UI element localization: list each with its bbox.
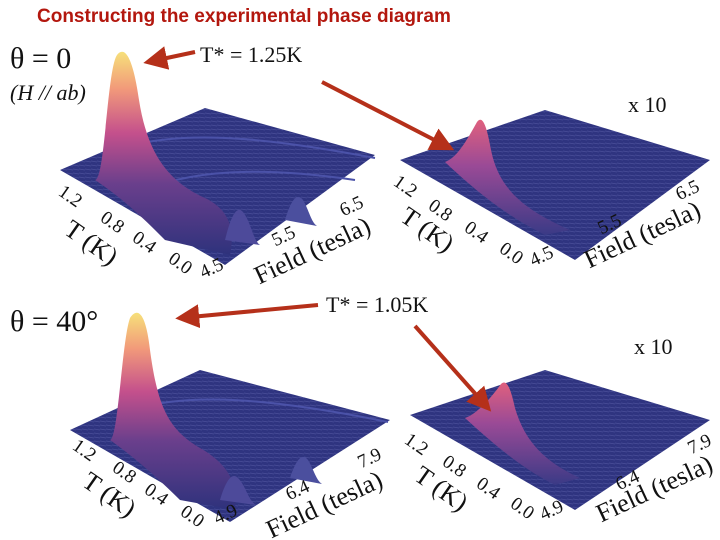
slide-title: Constructing the experimental phase diag… — [37, 6, 451, 27]
surface-peak — [110, 312, 236, 510]
surface-plot-bottom-left — [70, 312, 390, 522]
surface-bump — [290, 456, 322, 484]
orientation-label: (H // ab) — [10, 80, 86, 105]
theta-zero-label: θ = 0 — [10, 42, 72, 75]
tstar-top-label: T* = 1.25K — [200, 42, 303, 67]
scale-bottom-label: x 10 — [634, 334, 673, 359]
tstar-bottom-arrow — [175, 303, 319, 329]
surface-bump — [220, 476, 256, 505]
surface-peak-small — [445, 119, 570, 235]
tstar-top-arrow — [143, 46, 196, 70]
peak-bottom-arrow — [413, 324, 492, 412]
surface-bump — [285, 196, 317, 226]
surface-plot-top-left — [60, 51, 376, 265]
surface-plot-top-right — [400, 110, 710, 260]
peak-top-arrow — [321, 80, 455, 151]
surface-peak-small — [465, 382, 580, 485]
theta-40-label: θ = 40° — [10, 305, 99, 338]
tstar-bottom-label: T* = 1.05K — [326, 292, 429, 317]
surface-peak — [95, 51, 232, 255]
scale-top-label: x 10 — [628, 92, 667, 117]
surface-bump — [225, 209, 260, 245]
